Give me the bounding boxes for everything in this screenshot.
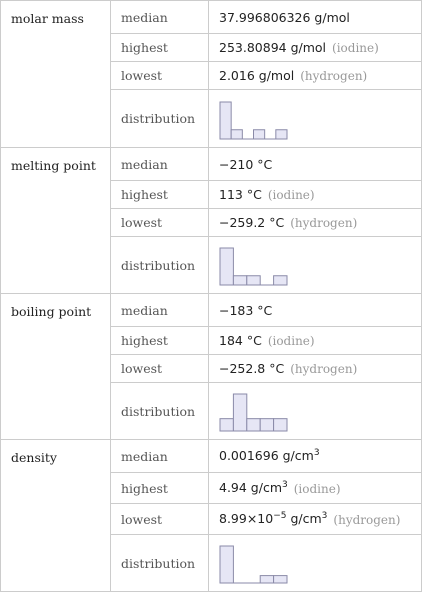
note: (iodine) xyxy=(332,41,379,55)
row-value: −259.2 °C (hydrogen) xyxy=(208,208,422,237)
row: density median 0.001696 g/cm3 xyxy=(0,439,422,592)
property-name: molar mass xyxy=(0,0,111,148)
row-label: distribution xyxy=(110,89,209,148)
row-label: distribution xyxy=(110,236,209,294)
histogram xyxy=(219,247,288,286)
row-value: −183 °C xyxy=(208,293,422,327)
note: (hydrogen) xyxy=(290,216,358,230)
distribution-cell xyxy=(208,534,422,592)
histogram-bar xyxy=(219,101,232,139)
row: distribution xyxy=(1,89,422,148)
histogram xyxy=(219,545,288,584)
row-value: 4.94 g/cm3 (iodine) xyxy=(208,472,422,504)
property-name: melting point xyxy=(0,147,111,294)
row-label: median xyxy=(110,439,209,473)
histogram-bar xyxy=(253,128,266,139)
row: molar mass median 37.996806326 g/mol xyxy=(0,0,422,148)
histogram-bar xyxy=(232,393,248,432)
property-name: density xyxy=(0,439,111,592)
row-label: median xyxy=(110,147,209,181)
row-label: median xyxy=(110,0,209,34)
row: lowest −252.8 °C (hydrogen) xyxy=(1,354,422,383)
value-text: 2.016 g/mol xyxy=(219,68,295,83)
superscript: 3 xyxy=(313,448,320,459)
row-label: lowest xyxy=(110,61,209,90)
distribution-cell xyxy=(208,236,422,294)
histogram-bar xyxy=(273,275,288,286)
row-label: distribution xyxy=(110,382,209,440)
row: distribution xyxy=(1,382,422,440)
value-text: 184 °C xyxy=(219,333,262,348)
note: (iodine) xyxy=(267,188,315,202)
row-value: 113 °C (iodine) xyxy=(208,180,422,209)
histogram-bar xyxy=(246,275,261,286)
row: melting point median −210 °C xyxy=(0,147,422,294)
row-label: distribution xyxy=(110,534,209,592)
note: (hydrogen) xyxy=(300,69,368,83)
histogram-bar xyxy=(219,545,234,584)
note: (iodine) xyxy=(267,334,315,348)
histogram xyxy=(219,393,288,432)
value-text: 113 °C xyxy=(219,187,262,202)
row-value: 184 °C (iodine) xyxy=(208,326,422,355)
distribution-cell xyxy=(208,382,422,440)
note: (hydrogen) xyxy=(333,512,401,527)
histogram-bar xyxy=(273,575,288,584)
row: lowest −259.2 °C (hydrogen) xyxy=(1,208,422,237)
histogram-bar xyxy=(246,418,261,432)
row-label: lowest xyxy=(110,503,209,535)
value-text: 8.99×10 xyxy=(219,511,274,527)
row-label: highest xyxy=(110,33,209,62)
histogram-bar xyxy=(219,247,234,286)
row-label: lowest xyxy=(110,208,209,237)
row: boiling point median −183 °C xyxy=(0,293,422,440)
value-text: −210 °C xyxy=(219,156,273,172)
row: distribution xyxy=(1,534,422,592)
row: highest 113 °C (iodine) xyxy=(1,180,422,209)
note: (hydrogen) xyxy=(290,362,358,376)
histogram xyxy=(219,101,288,139)
distribution-cell xyxy=(208,89,422,148)
row-value: −210 °C xyxy=(208,147,422,181)
row-label: median xyxy=(110,293,209,327)
histogram-bar xyxy=(259,418,275,432)
histogram-bar xyxy=(259,575,275,584)
property-name: boiling point xyxy=(0,293,111,440)
row-value: 2.016 g/mol (hydrogen) xyxy=(208,61,422,90)
histogram-bar xyxy=(232,275,248,286)
value-text: 4.94 g/cm xyxy=(219,480,283,496)
histogram-bar xyxy=(230,128,243,139)
superscript: 3 xyxy=(282,480,288,491)
value-text: −252.8 °C xyxy=(219,361,285,376)
value-text: 0.001696 g/cm xyxy=(219,448,314,464)
histogram-bar xyxy=(219,418,234,432)
value-text: 37.996806326 g/mol xyxy=(219,9,350,25)
row-label: highest xyxy=(110,326,209,355)
row-value: 37.996806326 g/mol xyxy=(208,0,422,34)
row: lowest 2.016 g/mol (hydrogen) xyxy=(1,61,422,90)
row-label: highest xyxy=(110,472,209,504)
row: lowest 8.99×10−5 g/cm3 (hydrogen) xyxy=(1,503,422,535)
histogram-bar xyxy=(275,128,288,139)
row: highest 184 °C (iodine) xyxy=(1,326,422,355)
row-label: lowest xyxy=(110,354,209,383)
superscript: 3 xyxy=(321,511,328,522)
row: highest 253.80894 g/mol (iodine) xyxy=(1,33,422,62)
histogram-bar xyxy=(273,418,288,432)
row-value: −252.8 °C (hydrogen) xyxy=(208,354,422,383)
superscript: −5 xyxy=(273,511,287,522)
row-value: 8.99×10−5 g/cm3 (hydrogen) xyxy=(208,503,422,535)
row-value: 0.001696 g/cm3 xyxy=(208,439,422,473)
value-text: −183 °C xyxy=(219,302,273,318)
note: (iodine) xyxy=(293,481,341,496)
value-text: g/cm xyxy=(286,511,322,527)
row: distribution xyxy=(1,236,422,294)
value-text: −259.2 °C xyxy=(219,215,285,230)
value-text: 253.80894 g/mol xyxy=(219,40,327,55)
row-label: highest xyxy=(110,180,209,209)
row-value: 253.80894 g/mol (iodine) xyxy=(208,33,422,62)
